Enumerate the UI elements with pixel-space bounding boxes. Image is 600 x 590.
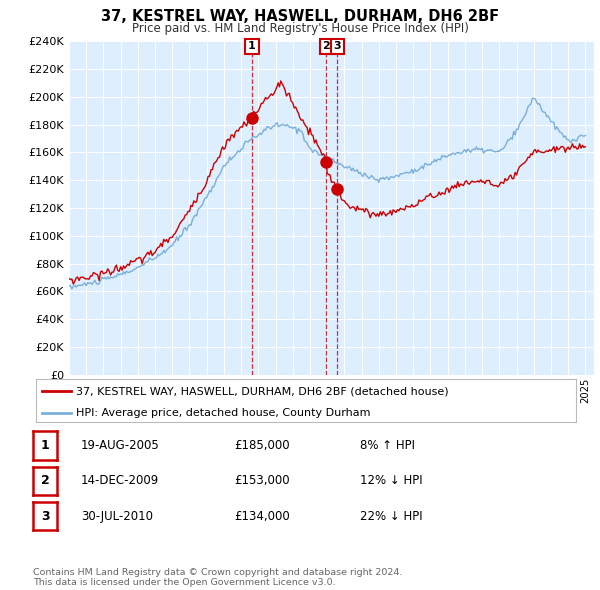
Text: Price paid vs. HM Land Registry's House Price Index (HPI): Price paid vs. HM Land Registry's House … <box>131 22 469 35</box>
Text: £134,000: £134,000 <box>234 510 290 523</box>
Text: 1: 1 <box>248 41 256 51</box>
Text: 37, KESTREL WAY, HASWELL, DURHAM, DH6 2BF: 37, KESTREL WAY, HASWELL, DURHAM, DH6 2B… <box>101 9 499 24</box>
Text: 1: 1 <box>41 439 49 452</box>
Text: 2: 2 <box>322 41 330 51</box>
Text: 37, KESTREL WAY, HASWELL, DURHAM, DH6 2BF (detached house): 37, KESTREL WAY, HASWELL, DURHAM, DH6 2B… <box>77 386 449 396</box>
Text: 2: 2 <box>41 474 49 487</box>
Text: Contains HM Land Registry data © Crown copyright and database right 2024.
This d: Contains HM Land Registry data © Crown c… <box>33 568 403 587</box>
Text: 14-DEC-2009: 14-DEC-2009 <box>81 474 159 487</box>
Text: 3: 3 <box>334 41 341 51</box>
Text: 8% ↑ HPI: 8% ↑ HPI <box>360 439 415 452</box>
Text: 22% ↓ HPI: 22% ↓ HPI <box>360 510 422 523</box>
Text: £185,000: £185,000 <box>234 439 290 452</box>
Text: 12% ↓ HPI: 12% ↓ HPI <box>360 474 422 487</box>
Text: 19-AUG-2005: 19-AUG-2005 <box>81 439 160 452</box>
Text: £153,000: £153,000 <box>234 474 290 487</box>
Text: HPI: Average price, detached house, County Durham: HPI: Average price, detached house, Coun… <box>77 408 371 418</box>
Text: 3: 3 <box>41 510 49 523</box>
Text: 30-JUL-2010: 30-JUL-2010 <box>81 510 153 523</box>
